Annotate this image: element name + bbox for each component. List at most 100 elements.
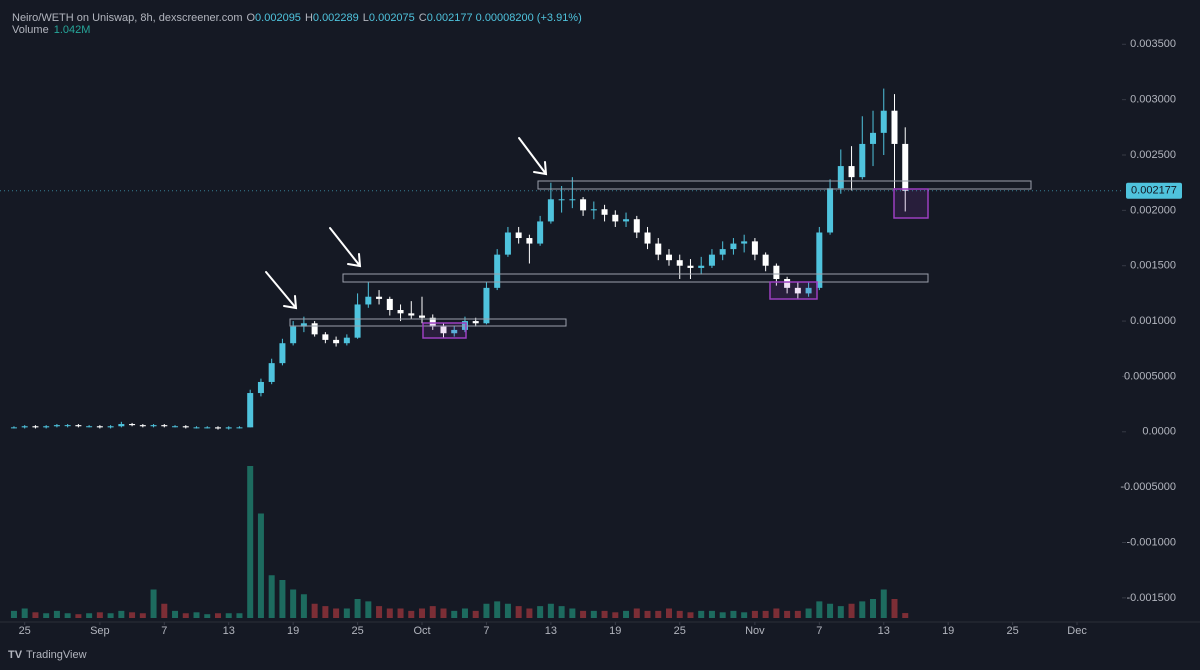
support-zone (342, 273, 929, 283)
candle-body (751, 241, 758, 255)
volume-bar (225, 613, 232, 618)
candle-body (633, 219, 640, 233)
y-tick-label: 0.001000 (1130, 315, 1176, 327)
candle-body (440, 326, 447, 334)
x-tick-label: 25 (1006, 625, 1018, 637)
candle-body (730, 243, 737, 250)
candle-body (343, 337, 350, 344)
volume-bar (300, 594, 307, 618)
candle-body (880, 110, 887, 133)
volume-bar (150, 589, 157, 618)
volume-bar (440, 608, 447, 618)
volume-bar (547, 603, 554, 618)
volume-bar (64, 613, 71, 618)
volume-bar (558, 606, 565, 618)
volume-bar (794, 610, 801, 618)
x-tick-label: Dec (1067, 625, 1087, 637)
volume-bar (601, 610, 608, 618)
candle-body (75, 425, 82, 427)
volume-bar (397, 608, 404, 618)
candle-body (129, 424, 136, 426)
legend-label: C (419, 12, 427, 24)
volume-name: Volume (12, 24, 49, 36)
volume-bar (139, 613, 146, 618)
volume-bar (870, 599, 877, 618)
volume-bar (257, 513, 264, 618)
candle-body (429, 317, 436, 327)
arrow (329, 227, 362, 268)
volume-bar (708, 610, 715, 618)
support-zone (537, 180, 1032, 190)
support-zone (289, 318, 567, 327)
x-tick-label: 13 (545, 625, 557, 637)
candle-body (805, 287, 812, 294)
volume-bar (204, 614, 211, 618)
highlight-box (422, 322, 467, 339)
volume-bar (612, 612, 619, 618)
x-tick-label: 13 (223, 625, 235, 637)
legend-value: 0.002075 (369, 12, 415, 24)
candle-body (96, 426, 103, 428)
candle-body (290, 326, 297, 344)
candle-body (698, 265, 705, 268)
volume-bar (848, 603, 855, 618)
change-text: 0.00008200 (+3.91%) (476, 12, 582, 24)
candle-body (451, 329, 458, 334)
x-tick-label: 13 (878, 625, 890, 637)
y-tick-label: -0.0005000 (1120, 481, 1176, 493)
candle-body (773, 265, 780, 279)
volume-bar (182, 613, 189, 618)
volume-bar (386, 608, 393, 618)
volume-bar (343, 608, 350, 618)
candle-body (537, 221, 544, 244)
volume-bar (526, 608, 533, 618)
brand-name: TradingView (26, 649, 87, 661)
volume-bar (75, 614, 82, 618)
candle-body (300, 323, 307, 327)
volume-bar (698, 610, 705, 618)
candle-body (386, 298, 393, 310)
highlight-box (893, 188, 929, 219)
y-tick-label: 0.0005000 (1124, 370, 1176, 382)
last-price-badge (1126, 182, 1182, 199)
legend-value: 0.002095 (255, 12, 301, 24)
candle-body (623, 219, 630, 222)
candle-body (526, 238, 533, 244)
volume-bar (687, 612, 694, 618)
volume-bar (118, 610, 125, 618)
volume-legend: Volume 1.042M (12, 24, 90, 36)
candle-body (784, 279, 791, 288)
volume-bar (21, 608, 28, 618)
candle-body (741, 241, 748, 244)
volume-bar (805, 608, 812, 618)
volume-bar (580, 610, 587, 618)
candle-body (43, 426, 50, 428)
legend-label: O (246, 12, 255, 24)
x-tick-label: 7 (161, 625, 167, 637)
y-tick-label: 0.002000 (1130, 204, 1176, 216)
candle-body (419, 315, 426, 318)
x-tick-label: Nov (745, 625, 765, 637)
candle-body (827, 188, 834, 233)
volume-bar (751, 610, 758, 618)
candle-body (558, 199, 565, 201)
candle-body (687, 265, 694, 268)
volume-bar (365, 601, 372, 618)
volume-bar (268, 575, 275, 618)
candle-body (891, 110, 898, 144)
arrow (265, 271, 298, 310)
drawings (265, 137, 1032, 339)
y-tick-label: 0.0000 (1142, 426, 1176, 438)
volume-bar (10, 610, 17, 618)
candle-body (118, 424, 125, 427)
legend-label: L (363, 12, 369, 24)
candle-body (902, 143, 909, 191)
candle-body (483, 287, 490, 324)
volume-bar (214, 613, 221, 618)
volume-bar (461, 608, 468, 618)
volume-bar (773, 608, 780, 618)
volume-bar (193, 612, 200, 618)
volume-bar (451, 610, 458, 618)
candle-body (408, 313, 415, 316)
